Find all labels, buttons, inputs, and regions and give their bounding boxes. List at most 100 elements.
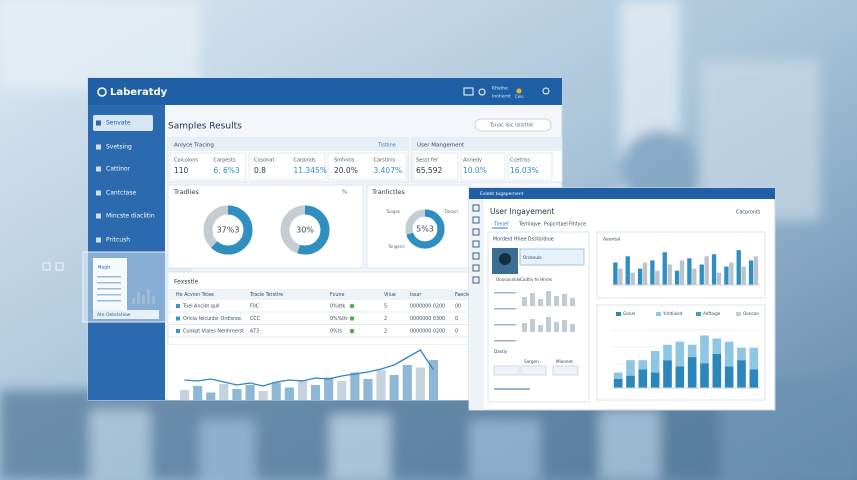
table-cell: 0000000 0300: [410, 316, 445, 322]
bar-segment: [687, 344, 697, 358]
header-meta: Inohernt: [492, 94, 511, 100]
table-cell: CCC: [250, 316, 261, 322]
mini-bar: [530, 293, 535, 306]
mini-bar: [546, 317, 551, 332]
bar: [428, 360, 439, 400]
bar-segment: [687, 357, 697, 388]
mini-line: [494, 308, 516, 310]
sidebar-icon: [96, 120, 101, 126]
sidebar-icon: [96, 213, 101, 219]
legend-swatch: [696, 312, 701, 316]
row-icon: [176, 304, 180, 308]
mini-bar: [522, 297, 527, 306]
bar: [711, 254, 717, 285]
card-header: [412, 138, 562, 151]
mini-bar: [562, 320, 567, 332]
filter[interactable]: Cacpronts: [736, 210, 761, 216]
bar: [363, 379, 373, 400]
stat-label: Sesst fer: [416, 158, 439, 164]
column-header: Issar: [410, 292, 421, 298]
rail-icon: [472, 240, 480, 248]
panel-title: Tradlies: [173, 188, 199, 196]
mini-box: [493, 365, 520, 376]
card-label: Dastiy: [494, 349, 508, 354]
mini-bar: [522, 323, 527, 332]
profile-head: [499, 253, 511, 265]
stat-value: 20.0%: [334, 166, 358, 175]
sidebar-item[interactable]: Svetsing: [106, 144, 132, 151]
callout: Tuogan: [385, 209, 401, 214]
bar: [258, 391, 268, 400]
bar-segment: [613, 378, 623, 388]
bar: [297, 380, 308, 400]
donut-label: 5%3: [416, 225, 434, 234]
overlay-line: [97, 288, 121, 290]
rail-icon: [472, 204, 480, 212]
sidebar-item[interactable]: Mincste diaclitin: [106, 213, 155, 220]
card-action[interactable]: Tistline: [377, 143, 396, 149]
line: [184, 349, 434, 387]
sidebar-item[interactable]: Cantctase: [106, 190, 136, 197]
page-title: Samples Results: [168, 122, 242, 132]
bar: [687, 258, 692, 285]
bar-segment: [700, 363, 709, 388]
bar: [324, 377, 334, 400]
tab[interactable]: Fihtyce: [569, 222, 586, 228]
mini-bar: [554, 322, 559, 332]
card-title: Anlyce Tracing: [174, 143, 214, 149]
status-ok: [349, 328, 355, 334]
rail-icon: [472, 276, 480, 284]
table-cell: 0: [455, 316, 458, 322]
stat-label: Annedy: [463, 158, 482, 164]
stat-box: [507, 152, 553, 181]
bar: [271, 382, 281, 400]
stat-value: 10.0%: [463, 166, 487, 175]
mini-line: [494, 388, 530, 390]
card-header: [168, 138, 408, 151]
column-header: Viiue: [384, 292, 396, 298]
icon: [463, 87, 474, 96]
sidebar-item[interactable]: Pritcush: [106, 237, 130, 244]
stat-value: 110: [174, 166, 189, 175]
card-label: Ooosacelde: [496, 277, 521, 282]
row-icon: [176, 316, 180, 321]
bar: [655, 270, 660, 285]
bar: [193, 386, 203, 400]
stat-label: Cosonat: [254, 158, 274, 164]
legend-label: Gonel: [623, 311, 635, 316]
table-cell: 0%ts: [330, 329, 342, 335]
sidebar-item[interactable]: Senvate: [106, 120, 131, 127]
sidebar-icon: [96, 237, 101, 243]
tab[interactable]: Terriliqve: [518, 222, 541, 228]
tab[interactable]: Popcritael: [544, 222, 568, 228]
mini-bar: [530, 319, 535, 332]
card-label: Cadtiv fe Hhms: [520, 277, 552, 282]
overlay-bar: [147, 289, 150, 304]
bar: [625, 256, 630, 285]
table-cell: 0%%ttr: [330, 316, 348, 322]
donut-arc: [280, 205, 330, 255]
header-bar: [88, 78, 562, 105]
tab[interactable]: Tienet: [493, 222, 509, 228]
bar: [729, 262, 734, 285]
window-title: Exlebt tugapernent: [480, 191, 524, 197]
tranlictles-panel: [366, 184, 471, 269]
stat-label: Carpests: [214, 158, 236, 164]
search-box[interactable]: [474, 118, 552, 132]
bar-segment: [626, 375, 635, 388]
logo: [97, 87, 107, 97]
stat-value: 16.03%: [510, 166, 539, 175]
bar: [679, 260, 685, 285]
mini-box: [520, 365, 547, 376]
bar-segment: [650, 350, 660, 373]
table-cell: 0%dtk: [330, 304, 346, 310]
bar-segment: [613, 372, 623, 379]
profile-box: [519, 248, 585, 266]
sidebar-item[interactable]: Cattinor: [106, 166, 131, 173]
bar-segment: [700, 335, 709, 364]
table-header: [168, 289, 470, 300]
bar: [642, 262, 648, 285]
bar-segment: [724, 341, 734, 367]
bar: [662, 252, 667, 285]
